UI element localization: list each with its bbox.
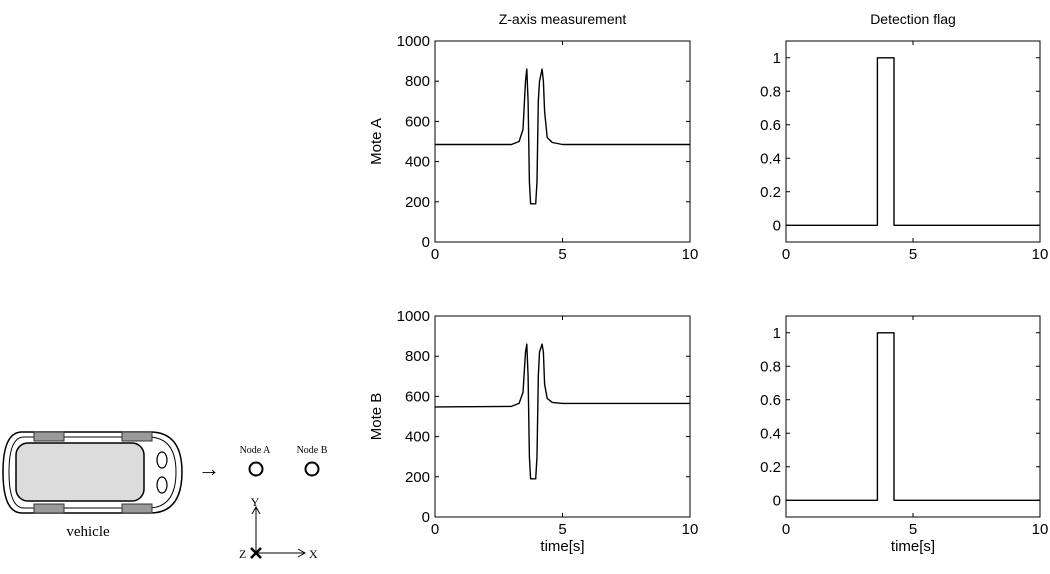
y-tick-label: 0.2 xyxy=(760,459,781,476)
coordinate-axes-icon xyxy=(250,505,307,559)
series-line xyxy=(786,332,1040,501)
y-tick-label: 1 xyxy=(773,325,781,342)
plot-z-axis-mote-a: 0 5 10 0 200 400 600 800 1000 Z-axis measurement M… xyxy=(368,11,698,263)
y-tick-label: 800 xyxy=(405,348,430,365)
x-tick-label: 0 xyxy=(782,246,790,263)
y-tick-label: 0 xyxy=(773,492,781,509)
x-tick-label: 5 xyxy=(558,521,566,538)
y-tick-label: 200 xyxy=(405,469,430,486)
y-tick-label: 0 xyxy=(422,234,430,251)
x-tick-label: 10 xyxy=(682,521,699,538)
y-tick-label: 600 xyxy=(405,113,430,130)
chart-title: Detection flag xyxy=(870,11,956,27)
chart-title: Z-axis measurement xyxy=(499,11,627,27)
vehicle-label: vehicle xyxy=(66,524,110,540)
x-tick-label: 10 xyxy=(1032,521,1049,538)
node-a-icon xyxy=(248,461,264,477)
axis-x-label: X xyxy=(309,547,318,561)
y-tick-label: 400 xyxy=(405,154,430,171)
x-tick-label: 5 xyxy=(909,246,917,263)
y-tick-label: 0.4 xyxy=(760,150,781,167)
y-tick-label: 0.8 xyxy=(760,358,781,375)
y-tick-label: 0.4 xyxy=(760,425,781,442)
y-tick-label: 200 xyxy=(405,194,430,211)
y-axis-label: Mote A xyxy=(368,118,385,165)
series-line xyxy=(435,68,690,205)
x-tick-label: 5 xyxy=(909,521,917,538)
y-tick-label: 600 xyxy=(405,388,430,405)
series-line xyxy=(786,57,1040,227)
vehicle-diagram: vehicle → Node A Node B Y Z X xyxy=(2,431,328,561)
plot-z-axis-mote-b: 0 5 10 0 200 400 600 800 1000 time[s] Mote B xyxy=(368,308,698,555)
plot-frame xyxy=(785,315,1041,518)
plot-frame xyxy=(434,40,691,243)
y-tick-label: 0.2 xyxy=(760,184,781,201)
x-axis-label: time[s] xyxy=(891,538,935,555)
y-tick-label: 0.6 xyxy=(760,117,781,134)
x-tick-label: 10 xyxy=(682,246,699,263)
node-b-label: Node B xyxy=(297,445,328,456)
x-tick-label: 5 xyxy=(558,246,566,263)
axis-y-label: Y xyxy=(251,495,260,509)
y-tick-label: 0.8 xyxy=(760,83,781,100)
y-tick-label: 0.6 xyxy=(760,392,781,409)
x-tick-label: 0 xyxy=(782,521,790,538)
plot-frame xyxy=(785,40,1041,243)
y-tick-label: 1000 xyxy=(397,33,430,50)
x-tick-label: 10 xyxy=(1032,246,1049,263)
vehicle-icon xyxy=(2,431,183,514)
node-b-icon xyxy=(304,461,320,477)
y-tick-label: 800 xyxy=(405,73,430,90)
plot-detection-flag-mote-b: 0 5 10 0 0.2 0.4 0.6 0.8 1 time[s] xyxy=(760,315,1049,555)
x-axis-label: time[s] xyxy=(540,538,584,555)
y-tick-label: 0 xyxy=(773,217,781,234)
y-tick-label: 400 xyxy=(405,429,430,446)
plot-frame xyxy=(434,315,691,518)
series-line xyxy=(434,343,690,480)
y-tick-label: 1 xyxy=(773,50,781,67)
y-tick-label: 0 xyxy=(422,509,430,526)
x-tick-label: 0 xyxy=(431,521,439,538)
node-a-label: Node A xyxy=(240,445,272,456)
y-axis-label: Mote B xyxy=(368,393,385,441)
y-tick-label: 1000 xyxy=(397,308,430,325)
direction-arrow: → xyxy=(198,456,220,481)
plot-detection-flag-mote-a: 0 5 10 0 0.2 0.4 0.6 0.8 1 Detection flag xyxy=(760,11,1048,263)
axis-z-label: Z xyxy=(239,547,246,561)
x-tick-label: 0 xyxy=(431,246,439,263)
